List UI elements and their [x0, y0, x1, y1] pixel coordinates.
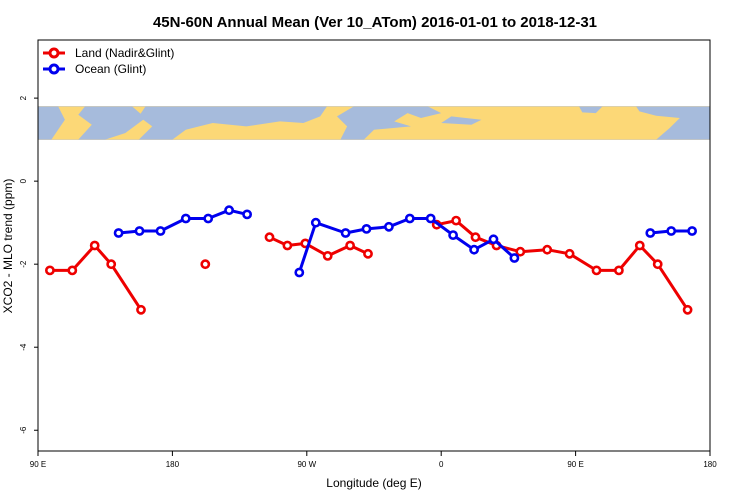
ocean-data-point — [666, 226, 677, 236]
chart-title: 45N-60N Annual Mean (Ver 10_ATom) 2016-0… — [153, 14, 597, 31]
legend-land-marker — [48, 47, 60, 59]
land-data-point — [542, 244, 553, 255]
x-axis-label: Longitude (deg E) — [326, 476, 421, 490]
y-axis: 2 0 -2 -4 -6 — [19, 95, 38, 434]
ocean-data-point — [425, 213, 436, 224]
land-data-point — [345, 240, 355, 251]
ocean-data-point — [687, 226, 697, 236]
ocean-data-point — [509, 253, 520, 263]
ocean-data-point — [242, 209, 252, 220]
legend-land-label: Land (Nadir&Glint) — [75, 46, 174, 60]
map-ocean-4 — [579, 106, 603, 114]
y-tick-label: 2 — [19, 95, 28, 100]
land-data-point — [200, 259, 211, 270]
world-map-strip — [38, 106, 710, 140]
x-tick-label: 90 W — [297, 460, 316, 469]
ocean-data-point — [488, 234, 499, 245]
map-ocean-6 — [38, 106, 65, 140]
land-data-point — [363, 248, 373, 259]
ocean-data-point — [203, 213, 214, 224]
ocean-series-line — [297, 217, 516, 273]
series-layer — [45, 205, 697, 315]
legend-ocean-label: Ocean (Glint) — [75, 62, 146, 76]
map-ocean-5 — [636, 106, 710, 140]
ocean-data-point — [448, 230, 458, 240]
x-tick-label: 90 E — [567, 460, 583, 469]
ocean-data-point — [224, 205, 234, 216]
ocean-data-point — [180, 213, 191, 224]
x-tick-label: 90 E — [30, 460, 46, 469]
map-ocean-0 — [78, 106, 146, 140]
land-series-line — [49, 244, 143, 311]
legend-ocean-marker — [48, 63, 60, 75]
plot-frame — [37, 39, 711, 452]
ocean-data-point — [404, 213, 415, 224]
map-ocean-1 — [138, 106, 327, 140]
y-axis-label: XCO2 - MLO trend (ppm) — [1, 179, 15, 314]
land-data-point — [106, 259, 117, 270]
land-data-point — [682, 304, 693, 315]
y-tick-label: -4 — [19, 343, 28, 351]
ocean-data-point — [361, 223, 372, 234]
ocean-data-point — [134, 226, 145, 236]
x-axis: 90 E 180 90 W 0 90 E 180 — [30, 451, 717, 469]
ocean-data-point — [383, 221, 394, 232]
y-tick-label: 0 — [19, 178, 28, 183]
land-data-point — [634, 240, 645, 251]
land-data-point — [451, 215, 461, 226]
ocean-data-point — [113, 228, 124, 238]
ocean-data-point — [340, 228, 351, 238]
land-data-point — [89, 240, 100, 251]
land-data-point — [264, 232, 275, 243]
land-data-point — [652, 259, 663, 270]
land-data-point — [136, 304, 146, 315]
land-data-point — [591, 265, 602, 276]
ocean-data-point — [310, 217, 321, 228]
ocean-data-point — [645, 228, 656, 238]
ocean-data-point — [469, 244, 479, 255]
x-tick-label: 180 — [166, 460, 180, 469]
legend: Land (Nadir&Glint) Ocean (Glint) — [43, 46, 174, 76]
land-data-point — [515, 246, 526, 257]
y-tick-label: -6 — [19, 426, 28, 434]
x-tick-label: 0 — [439, 460, 444, 469]
map-ocean-2 — [337, 106, 442, 140]
land-data-point — [322, 250, 333, 261]
map-ocean-3 — [441, 116, 482, 125]
land-data-point — [67, 265, 78, 276]
land-data-point — [282, 240, 293, 251]
ocean-data-point — [294, 267, 305, 278]
land-data-point — [470, 232, 481, 243]
land-data-point — [564, 248, 575, 259]
x-tick-label: 180 — [703, 460, 717, 469]
ocean-data-point — [155, 226, 166, 236]
land-data-point — [614, 265, 624, 276]
land-data-point — [45, 265, 55, 276]
y-tick-label: -2 — [19, 260, 28, 268]
